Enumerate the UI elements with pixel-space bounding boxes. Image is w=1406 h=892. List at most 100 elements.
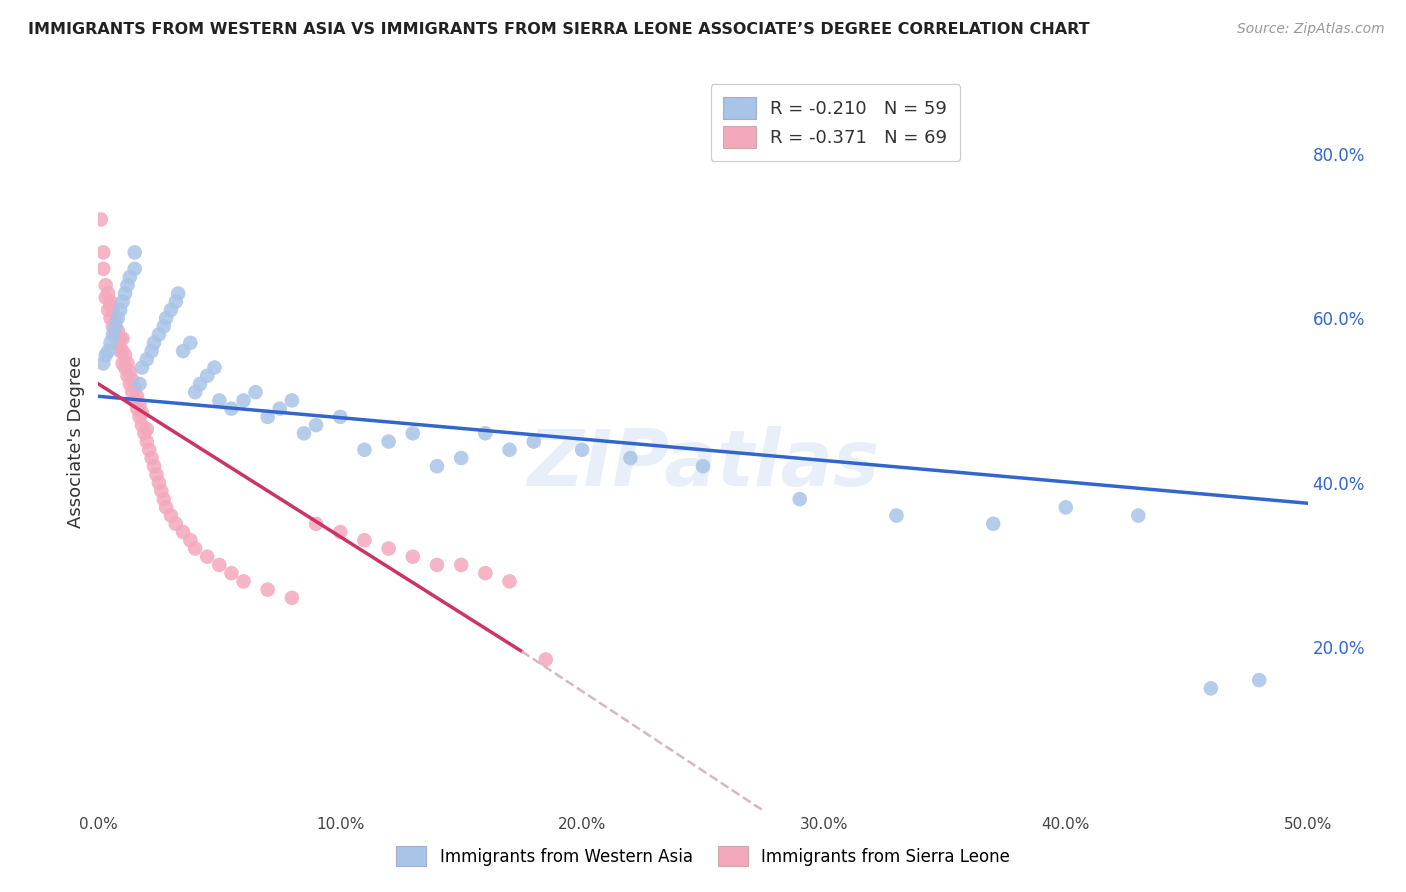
Point: [107, 335, 129, 350]
Point: [221, 401, 243, 416]
Point: [329, 409, 352, 424]
Point: [111, 294, 134, 309]
Point: [108, 332, 131, 346]
Point: [886, 508, 908, 523]
Point: [114, 348, 136, 362]
Point: [131, 360, 153, 375]
Point: [108, 344, 131, 359]
Point: [1128, 508, 1150, 523]
Point: [1249, 673, 1271, 687]
Point: [160, 508, 183, 523]
Point: [131, 406, 153, 420]
Point: [165, 516, 187, 531]
Point: [281, 591, 304, 605]
Point: [353, 442, 375, 457]
Point: [165, 294, 187, 309]
Point: [1199, 681, 1222, 696]
Point: [135, 422, 157, 436]
Point: [167, 286, 190, 301]
Point: [281, 393, 304, 408]
Point: [91, 356, 114, 370]
Point: [135, 352, 157, 367]
Point: [97, 286, 120, 301]
Text: Source: ZipAtlas.com: Source: ZipAtlas.com: [1237, 22, 1385, 37]
Point: [426, 558, 449, 572]
Point: [100, 299, 122, 313]
Point: [204, 360, 226, 375]
Point: [172, 524, 194, 539]
Point: [101, 319, 124, 334]
Point: [128, 409, 150, 424]
Point: [232, 393, 254, 408]
Point: [981, 516, 1004, 531]
Point: [305, 418, 328, 433]
Point: [160, 302, 183, 317]
Point: [498, 574, 520, 589]
Point: [104, 327, 127, 342]
Point: [426, 459, 449, 474]
Point: [91, 261, 114, 276]
Text: ZIPatlas: ZIPatlas: [527, 425, 879, 502]
Point: [498, 442, 520, 457]
Point: [172, 344, 194, 359]
Point: [353, 533, 375, 548]
Point: [534, 652, 557, 666]
Point: [402, 549, 425, 564]
Point: [118, 365, 141, 379]
Point: [155, 311, 177, 326]
Point: [114, 286, 136, 301]
Point: [450, 558, 472, 572]
Point: [124, 381, 146, 395]
Point: [117, 278, 139, 293]
Point: [118, 376, 141, 391]
Point: [152, 492, 174, 507]
Point: [148, 475, 170, 490]
Point: [91, 245, 114, 260]
Point: [118, 270, 141, 285]
Point: [523, 434, 546, 449]
Point: [152, 319, 174, 334]
Point: [90, 212, 112, 227]
Point: [131, 418, 153, 433]
Point: [292, 426, 315, 441]
Point: [195, 549, 218, 564]
Point: [143, 459, 166, 474]
Point: [141, 450, 163, 465]
Point: [221, 566, 243, 581]
Point: [100, 335, 122, 350]
Point: [127, 401, 149, 416]
Point: [141, 344, 163, 359]
Point: [619, 450, 641, 465]
Point: [208, 393, 231, 408]
Point: [184, 385, 207, 400]
Point: [114, 360, 136, 375]
Point: [377, 541, 399, 556]
Point: [108, 302, 131, 317]
Point: [402, 426, 425, 441]
Point: [111, 332, 134, 346]
Point: [124, 261, 146, 276]
Point: [269, 401, 291, 416]
Point: [111, 356, 134, 370]
Point: [117, 356, 139, 370]
Point: [128, 398, 150, 412]
Point: [138, 442, 160, 457]
Point: [179, 533, 201, 548]
Point: [188, 376, 211, 391]
Point: [97, 302, 120, 317]
Point: [692, 459, 714, 474]
Point: [1054, 500, 1077, 515]
Point: [111, 344, 134, 359]
Point: [127, 389, 149, 403]
Point: [245, 385, 267, 400]
Point: [256, 582, 278, 597]
Point: [256, 409, 278, 424]
Point: [232, 574, 254, 589]
Point: [104, 315, 127, 329]
Point: [107, 311, 129, 326]
Y-axis label: Associate's Degree: Associate's Degree: [66, 355, 84, 528]
Point: [789, 492, 811, 507]
Point: [104, 319, 127, 334]
Point: [97, 344, 120, 359]
Point: [121, 373, 143, 387]
